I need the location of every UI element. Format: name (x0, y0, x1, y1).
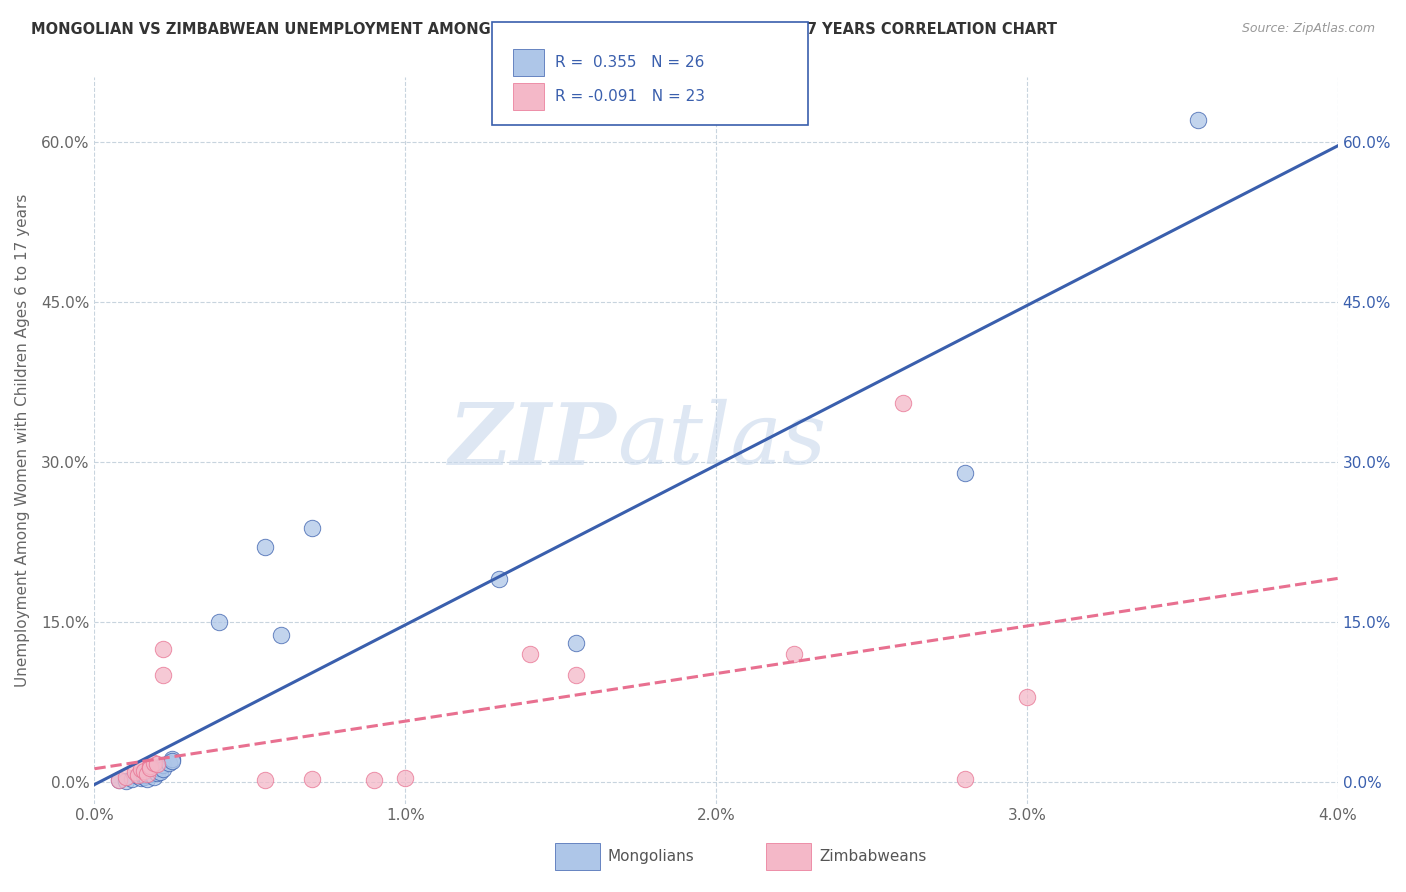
Point (1187, 113, 1209, 128)
Point (108, 773, 131, 788)
Text: MONGOLIAN VS ZIMBABWEAN UNEMPLOYMENT AMONG WOMEN WITH CHILDREN AGES 6 TO 17 YEAR: MONGOLIAN VS ZIMBABWEAN UNEMPLOYMENT AMO… (31, 22, 1057, 37)
Point (139, 759, 162, 773)
Point (519, 647, 541, 661)
Point (136, 766, 159, 780)
Text: R = -0.091   N = 23: R = -0.091 N = 23 (555, 89, 706, 103)
Text: Source: ZipAtlas.com: Source: ZipAtlas.com (1241, 22, 1375, 36)
Point (127, 768, 149, 782)
Point (108, 773, 131, 788)
Text: Mongolians: Mongolians (607, 849, 695, 863)
Point (152, 763, 174, 777)
Point (145, 765, 167, 780)
Point (254, 541, 277, 555)
Point (114, 770, 136, 784)
Text: ZIP: ZIP (449, 399, 617, 483)
Point (160, 754, 183, 768)
Point (124, 764, 146, 779)
Point (152, 668, 174, 682)
Point (301, 772, 323, 786)
Point (160, 752, 183, 766)
Point (129, 763, 152, 777)
Y-axis label: Unemployment Among Women with Children Ages 6 to 17 years: Unemployment Among Women with Children A… (15, 194, 30, 687)
Point (145, 761, 167, 775)
Point (301, 521, 323, 535)
Point (136, 772, 159, 786)
Point (270, 628, 292, 642)
Point (783, 647, 806, 661)
Point (363, 773, 385, 788)
Point (953, 772, 976, 786)
Point (134, 770, 156, 784)
Point (208, 615, 231, 629)
Text: R =  0.355   N = 26: R = 0.355 N = 26 (555, 55, 704, 70)
Point (565, 636, 588, 650)
Point (149, 764, 172, 779)
Point (1015, 690, 1038, 704)
Point (157, 756, 180, 770)
Point (134, 768, 156, 782)
Point (129, 771, 152, 785)
Point (142, 756, 165, 770)
Point (488, 573, 510, 587)
Point (565, 668, 588, 682)
Point (139, 766, 162, 780)
Point (121, 772, 143, 786)
Point (145, 757, 167, 772)
Point (891, 396, 914, 410)
Point (953, 466, 976, 480)
Point (127, 769, 149, 783)
Point (254, 773, 277, 788)
Point (139, 761, 162, 775)
Text: atlas: atlas (617, 400, 825, 482)
Text: Zimbabweans: Zimbabweans (820, 849, 927, 863)
Point (134, 764, 156, 778)
Point (152, 641, 174, 656)
Point (394, 771, 416, 785)
Point (142, 770, 165, 784)
Point (114, 774, 136, 789)
Point (152, 758, 174, 772)
